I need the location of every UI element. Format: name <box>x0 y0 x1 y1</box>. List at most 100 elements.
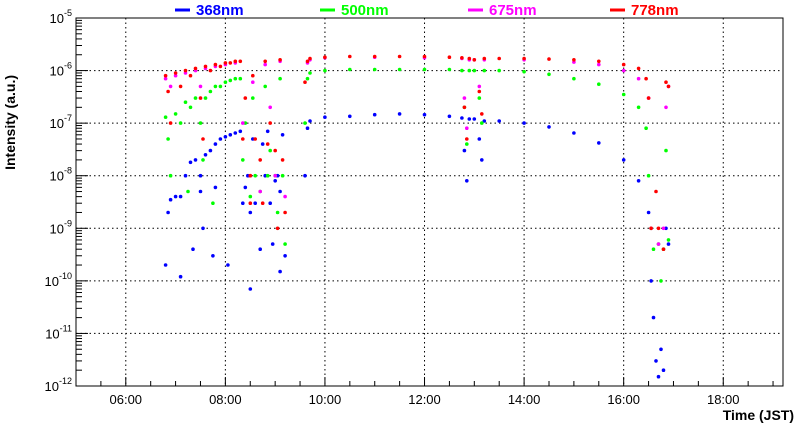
data-point <box>522 69 526 74</box>
data-point <box>636 105 641 110</box>
data-point <box>178 84 183 89</box>
data-point <box>173 73 178 78</box>
y-tick-label: 10-6 <box>50 61 72 79</box>
data-point <box>253 173 257 178</box>
data-point <box>228 61 233 65</box>
series-500nm <box>163 67 671 283</box>
data-point <box>260 142 265 146</box>
data-point <box>477 89 482 94</box>
data-point <box>348 54 352 59</box>
data-point <box>661 226 666 231</box>
data-point <box>572 58 576 62</box>
y-tick-label: 10-12 <box>45 376 72 394</box>
data-point <box>223 80 228 84</box>
y-tick-label: 10-7 <box>50 113 72 131</box>
data-point <box>467 56 472 61</box>
data-point <box>270 242 275 246</box>
x-tick-label: 18:00 <box>707 392 740 407</box>
data-point <box>372 67 377 72</box>
data-point <box>178 274 183 279</box>
data-point <box>467 117 472 121</box>
data-point <box>251 96 255 100</box>
data-point <box>597 82 601 86</box>
data-point <box>248 194 253 199</box>
data-point <box>228 78 233 83</box>
data-point <box>223 61 228 65</box>
data-point <box>198 173 203 178</box>
data-point <box>666 84 671 89</box>
data-point <box>278 58 282 62</box>
data-point <box>238 59 243 64</box>
data-point <box>253 201 257 205</box>
data-point <box>260 201 265 205</box>
data-point <box>166 89 170 94</box>
data-point <box>278 76 282 81</box>
data-point <box>646 96 651 100</box>
data-point <box>243 121 248 125</box>
data-point <box>168 173 173 178</box>
data-point <box>547 125 551 129</box>
data-point <box>447 55 452 59</box>
series-368nm <box>163 112 671 379</box>
data-point <box>636 66 641 71</box>
data-point <box>422 112 427 117</box>
data-point <box>661 368 666 373</box>
data-point <box>522 56 526 61</box>
data-point <box>547 57 551 61</box>
data-point <box>248 287 253 291</box>
data-point <box>308 119 312 123</box>
data-point <box>482 68 487 73</box>
data-point <box>465 137 469 141</box>
data-point <box>664 148 668 153</box>
data-point <box>201 158 205 162</box>
data-point <box>218 84 223 89</box>
data-point <box>265 129 270 134</box>
data-point <box>241 137 245 141</box>
data-point <box>263 59 268 64</box>
data-point <box>664 80 668 84</box>
data-point <box>251 80 255 84</box>
axes: 06:00 08:00 10:00 12:00 14:00 16:00 18:00 10-12… <box>45 8 784 407</box>
data-point <box>208 89 213 94</box>
y-tick-label: 10-5 <box>50 8 72 26</box>
data-point <box>422 54 427 59</box>
x-axis-title: Time (JST) <box>723 407 794 423</box>
data-point <box>191 247 195 251</box>
data-point <box>621 158 626 162</box>
plot-frame <box>75 17 784 387</box>
data-point <box>268 105 273 110</box>
data-point <box>168 197 173 202</box>
data-point <box>656 374 661 379</box>
x-tick-label: 08:00 <box>209 392 242 407</box>
data-point <box>263 62 268 67</box>
data-point <box>649 226 653 231</box>
data-point <box>241 158 245 162</box>
data-point <box>248 173 253 178</box>
data-point <box>397 67 402 72</box>
x-tick-label: 14:00 <box>508 392 541 407</box>
legend-label: 368nm <box>196 2 244 19</box>
data-point <box>265 142 270 146</box>
data-point <box>621 92 626 97</box>
data-point <box>241 121 245 125</box>
data-point <box>218 64 223 69</box>
data-point <box>243 185 248 190</box>
data-point <box>163 115 168 119</box>
data-point <box>278 269 282 274</box>
y-axis-title: Intensity (a.u.) <box>2 75 18 170</box>
x-tick-label: 16:00 <box>607 392 640 407</box>
data-point <box>465 179 469 183</box>
data-point <box>654 359 658 363</box>
data-point <box>203 96 208 100</box>
data-point <box>213 185 218 190</box>
data-point <box>397 112 402 116</box>
data-point <box>168 84 173 89</box>
data-point <box>651 315 656 320</box>
x-tick-label: 06:00 <box>110 392 143 407</box>
data-point <box>661 247 666 251</box>
data-point <box>173 71 178 75</box>
data-point <box>465 126 469 130</box>
data-point <box>201 137 205 141</box>
data-point <box>198 121 203 125</box>
